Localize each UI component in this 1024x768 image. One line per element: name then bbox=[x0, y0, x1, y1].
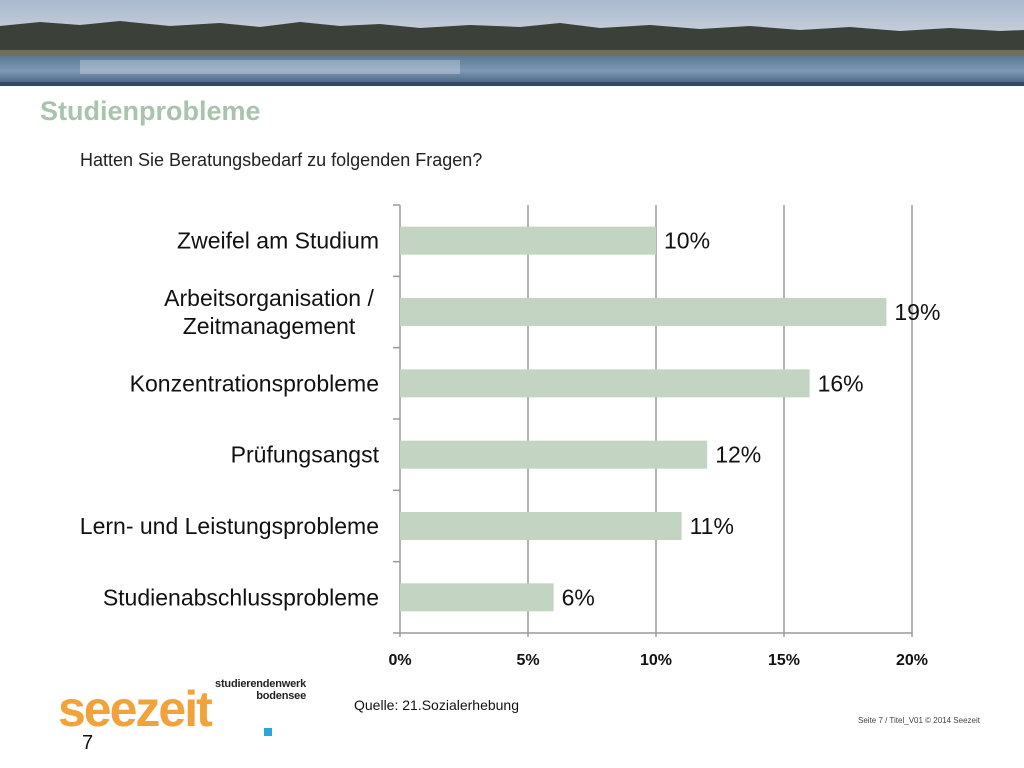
chart-gridlines bbox=[393, 204, 913, 637]
logo-wordmark: seezeit bbox=[58, 681, 213, 737]
category-label-line: Lern- und Leistungsprobleme bbox=[80, 513, 379, 539]
bar-3 bbox=[400, 369, 810, 398]
value-label: 11% bbox=[690, 513, 734, 539]
chart-bars bbox=[400, 226, 887, 612]
survey-question: Hatten Sie Beratungsbedarf zu folgenden … bbox=[80, 150, 483, 170]
category-label-line: Arbeitsorganisation / bbox=[164, 285, 374, 311]
slide-number: 7 bbox=[82, 732, 94, 754]
bar-1 bbox=[400, 226, 656, 255]
category-label: Arbeitsorganisation / Zeitmanagement bbox=[164, 285, 374, 339]
category-label: Lern- und Leistungsprobleme bbox=[80, 513, 379, 539]
value-label: 19% bbox=[894, 299, 940, 325]
bar-4 bbox=[400, 440, 708, 469]
seezeit-logo: studierendenwerk bodensee seezeit bbox=[58, 678, 308, 738]
category-label: Studienabschlussprobleme bbox=[103, 584, 379, 610]
x-tick-label: 10% bbox=[640, 652, 672, 669]
category-label-line: Prüfungsangst bbox=[231, 442, 380, 468]
source-note: Quelle: 21.Sozialerhebung bbox=[354, 697, 520, 713]
value-label: 12% bbox=[715, 442, 761, 468]
page-title: Studienprobleme bbox=[40, 96, 261, 126]
x-tick-label: 5% bbox=[516, 652, 539, 669]
logo-dot bbox=[264, 728, 272, 736]
bar-2 bbox=[400, 298, 887, 326]
value-label: 10% bbox=[664, 228, 710, 254]
x-tick-label: 0% bbox=[388, 652, 411, 669]
category-label-line: Studienabschlussprobleme bbox=[103, 584, 379, 610]
x-tick-label: 20% bbox=[896, 652, 928, 669]
bar-5 bbox=[400, 512, 682, 540]
category-label-line: Zweifel am Studium bbox=[177, 228, 379, 254]
bar-6 bbox=[400, 583, 554, 612]
x-tick-label: 15% bbox=[768, 652, 800, 669]
value-label: 16% bbox=[818, 370, 864, 396]
logo-tagline: studierendenwerk bodensee bbox=[215, 678, 306, 702]
category-label-line: Zeitmanagement bbox=[183, 313, 356, 339]
bar-chart: 0% 5% 10% 15% 20% 10% Zweifel am Studium 19% Arb… bbox=[80, 204, 941, 669]
lake-banner-image bbox=[0, 0, 1024, 86]
footer-info: Seite 7 / Titel_V01 © 2014 Seezeit bbox=[858, 716, 980, 725]
category-label: Zweifel am Studium bbox=[177, 228, 379, 254]
value-label: 6% bbox=[562, 584, 595, 610]
category-label: Konzentrationsprobleme bbox=[130, 370, 379, 396]
category-label-line: Konzentrationsprobleme bbox=[130, 370, 379, 396]
chart-labels: 0% 5% 10% 15% 20% 10% Zweifel am Studium 19% Arb… bbox=[80, 228, 941, 669]
category-label: Prüfungsangst bbox=[231, 442, 380, 468]
